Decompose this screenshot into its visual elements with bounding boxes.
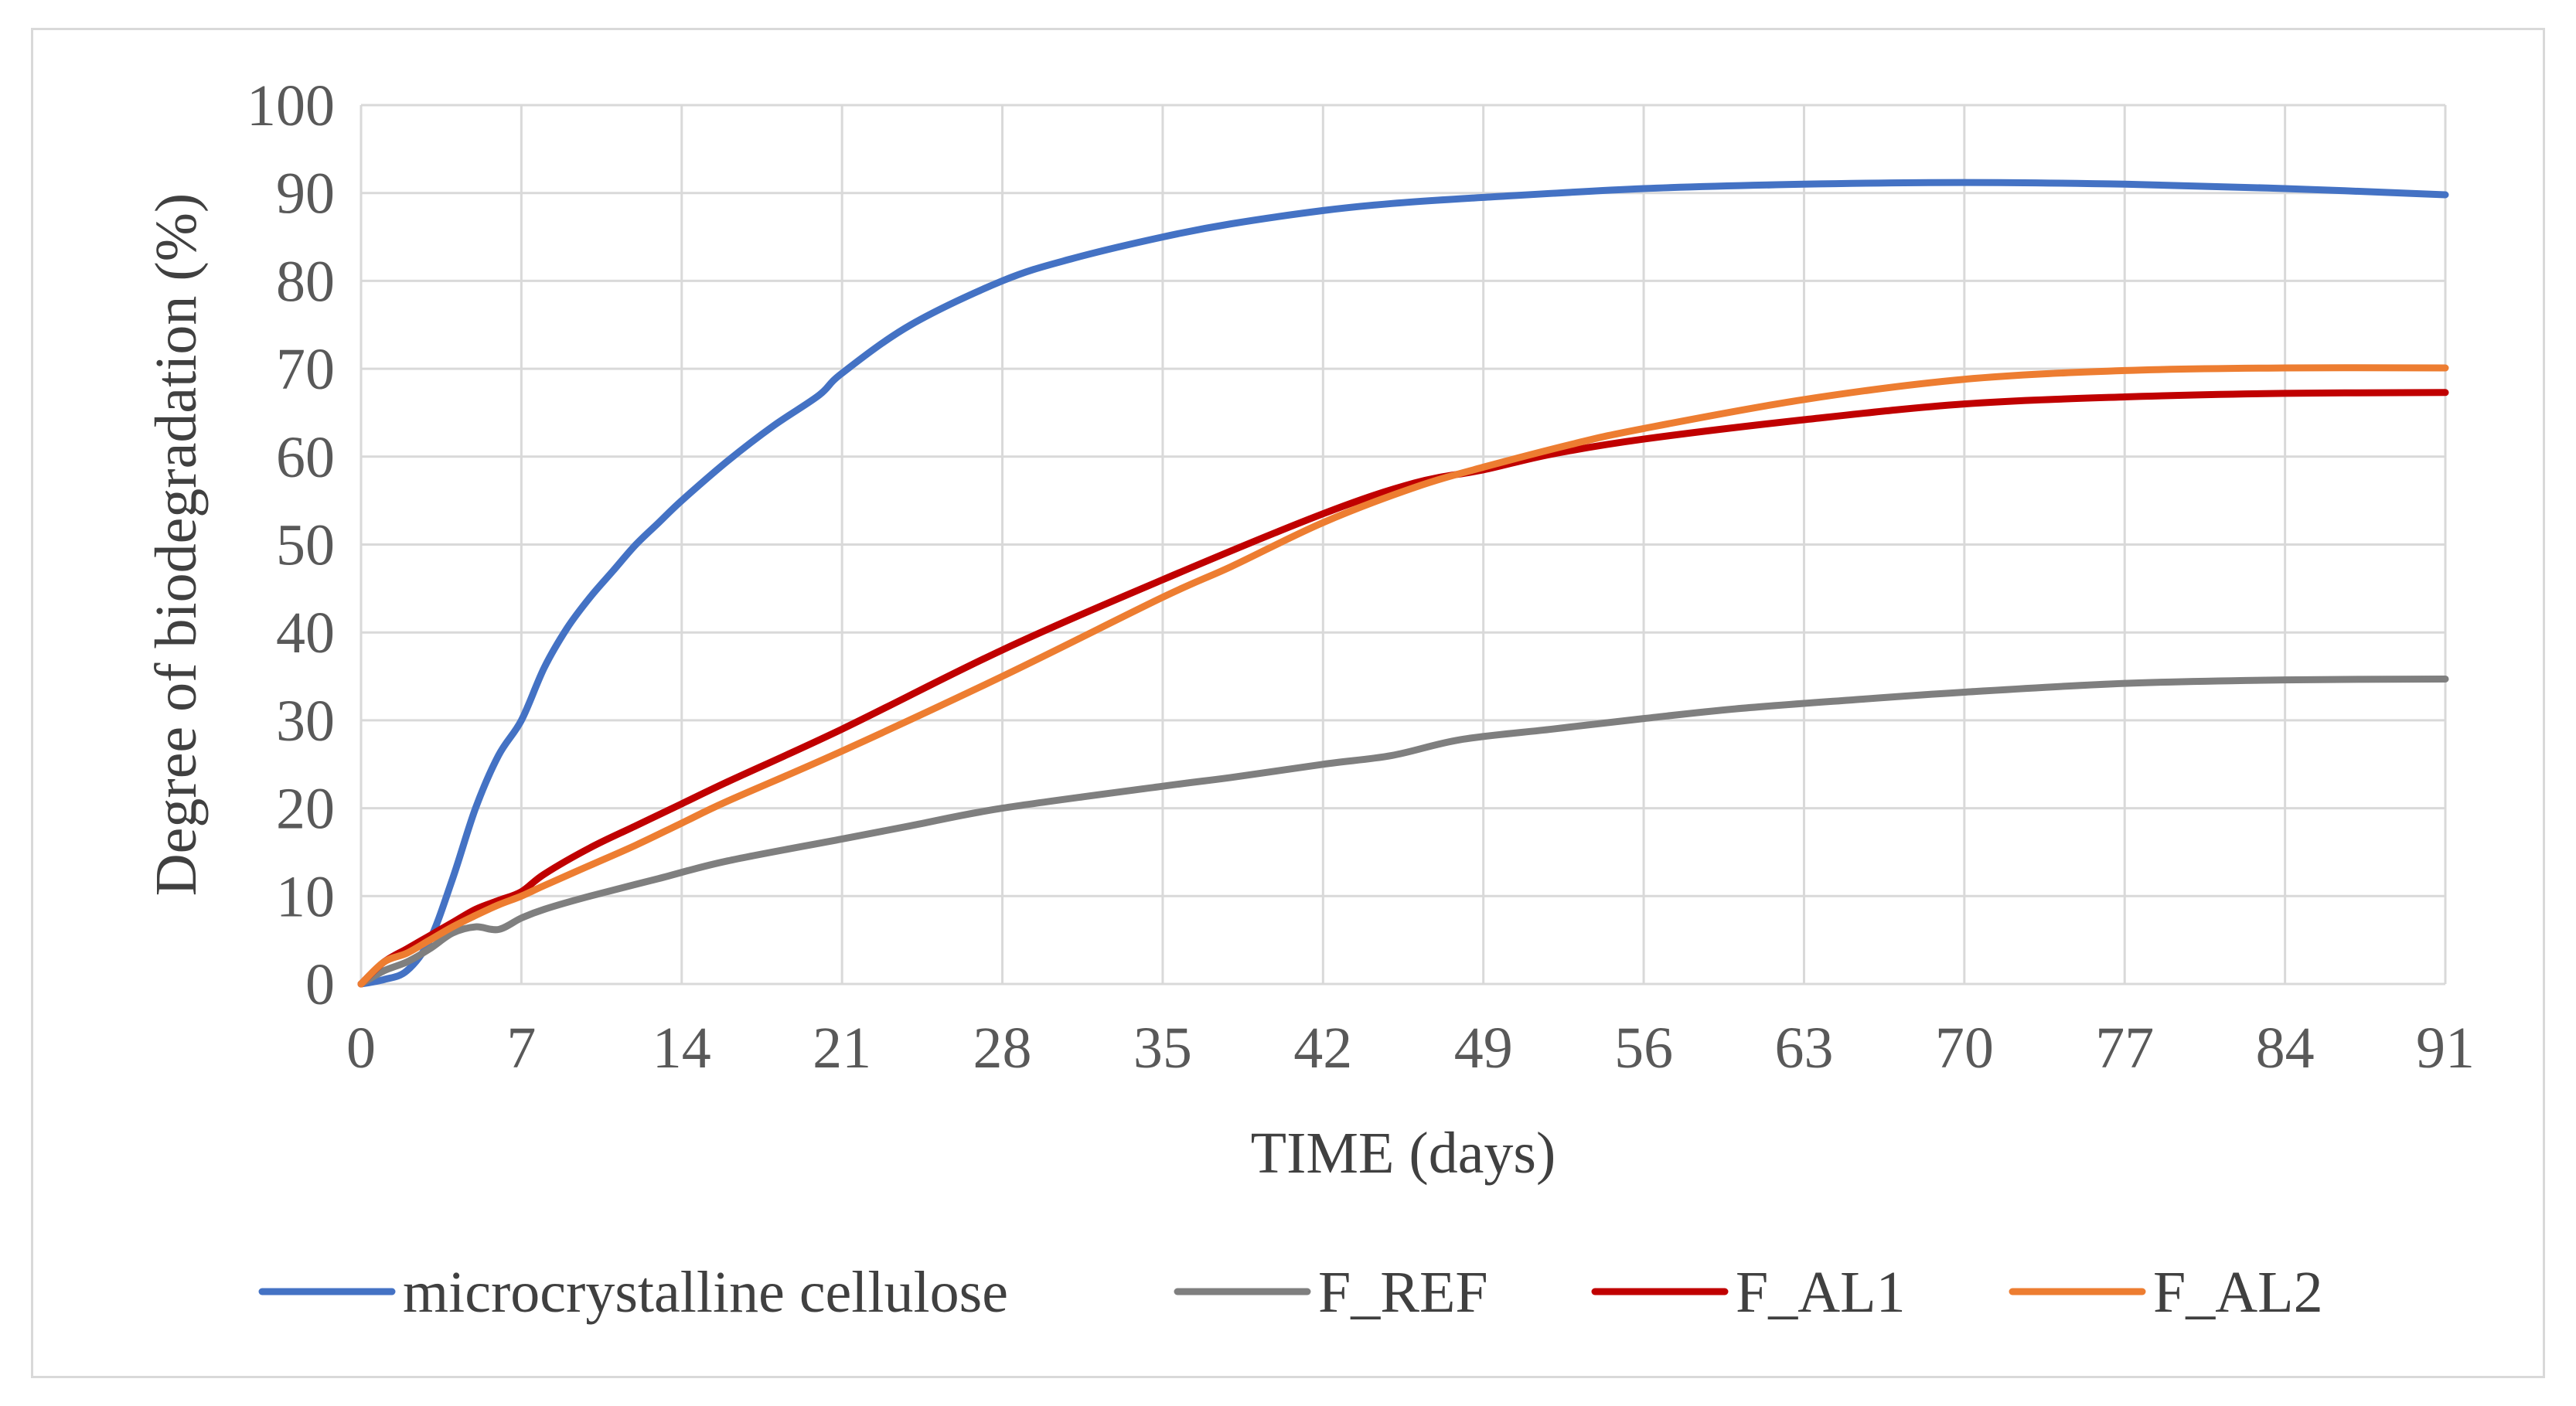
x-axis-label: TIME (days) [1251,1121,1556,1186]
y-tick-label: 80 [276,249,335,314]
legend: microcrystalline cellulose F_REF F_AL1 F_AL… [258,1260,2323,1325]
x-tick-label: 63 [1774,1016,1833,1081]
x-tick-label: 0 [346,1016,376,1081]
y-tick-label: 20 [276,777,335,842]
x-tick-label: 21 [813,1016,871,1081]
y-tick-label: 70 [276,337,335,402]
y-tick-label: 60 [276,425,335,490]
series-lines [357,179,2449,988]
y-axis-ticks: 0 10 20 30 40 50 60 70 80 90 100 [247,73,335,1017]
y-axis-label: Degree of biodegradation (%) [144,193,209,896]
y-tick-label: 40 [276,601,335,666]
x-tick-label: 42 [1293,1016,1352,1081]
x-tick-label: 77 [2095,1016,2154,1081]
legend-label-microcrystalline-cellulose: microcrystalline cellulose [403,1260,1008,1325]
x-tick-label: 35 [1133,1016,1192,1081]
x-tick-label: 84 [2256,1016,2315,1081]
x-tick-label: 7 [506,1016,536,1081]
x-tick-label: 14 [653,1016,711,1081]
series-line-microcrystalline-cellulose [357,179,2449,988]
legend-label-f-ref: F_REF [1318,1260,1488,1325]
legend-label-f-al2: F_AL2 [2153,1260,2323,1325]
y-tick-label: 0 [305,952,335,1017]
legend-label-f-al1: F_AL1 [1736,1260,1906,1325]
x-axis-ticks: 0 7 14 21 28 35 42 49 56 63 70 77 84 91 [346,1016,2475,1081]
x-tick-label: 56 [1614,1016,1673,1081]
gridlines [359,104,2447,986]
line-chart: 0 10 20 30 40 50 60 70 80 90 100 0 7 14 21 28 35 42 49 56 6… [144,73,2475,1325]
y-tick-label: 30 [276,689,335,754]
x-tick-label: 49 [1454,1016,1513,1081]
x-tick-label: 28 [973,1016,1032,1081]
series-line-f-ref [357,676,2449,988]
y-tick-label: 10 [276,864,335,929]
x-tick-label: 70 [1935,1016,1994,1081]
y-tick-label: 50 [276,513,335,578]
chart-frame: 0 10 20 30 40 50 60 70 80 90 100 0 7 14 21 28 35 42 49 56 6… [31,28,2545,1378]
x-tick-label: 91 [2416,1016,2475,1081]
y-tick-label: 90 [276,162,335,226]
series-line-f-al2 [357,364,2449,988]
series-line-f-al1 [357,389,2449,988]
y-tick-label: 100 [247,73,335,138]
